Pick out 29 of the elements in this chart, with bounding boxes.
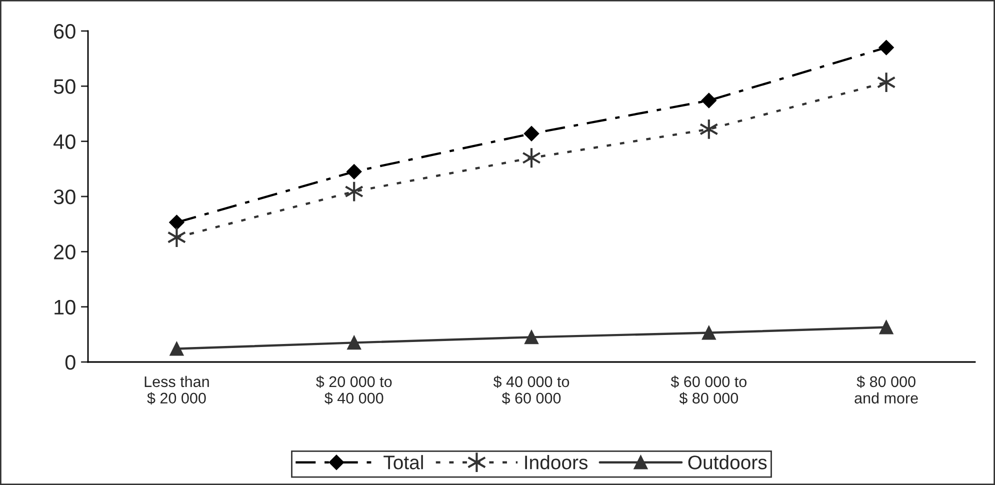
point <box>169 214 184 230</box>
point <box>170 342 184 356</box>
y-tick-label: 30 <box>54 190 76 204</box>
point <box>878 40 894 56</box>
y-tick-label: 0 <box>65 355 76 370</box>
point <box>346 164 362 180</box>
y-tick-label: 20 <box>54 244 76 260</box>
point <box>347 336 362 350</box>
point <box>524 330 538 344</box>
y-tick-label: 10 <box>54 300 76 315</box>
y-tick-label: 40 <box>54 134 76 150</box>
legend-label: Outdoors <box>688 455 767 470</box>
point <box>876 72 896 94</box>
x-tick-label: $ 60 000 to $ 80 000 <box>670 376 746 404</box>
y-tick-label: 60 <box>54 24 76 39</box>
x-tick-label: $ 40 000 to $ 60 000 <box>493 376 570 404</box>
y-tick-label: 50 <box>54 79 76 94</box>
point <box>879 320 894 334</box>
x-tick-label: Less than $ 20 000 <box>144 376 209 404</box>
point <box>522 147 541 169</box>
point <box>344 180 364 202</box>
x-tick-label: $ 80 000 and more <box>854 376 918 404</box>
point <box>702 326 716 340</box>
x-tick-label: $ 20 000 to $ 40 000 <box>316 376 392 404</box>
point <box>699 118 718 140</box>
legend-label: Indoors <box>525 455 588 470</box>
point <box>524 126 540 142</box>
point <box>701 92 716 108</box>
legend-label: Total <box>384 455 423 470</box>
